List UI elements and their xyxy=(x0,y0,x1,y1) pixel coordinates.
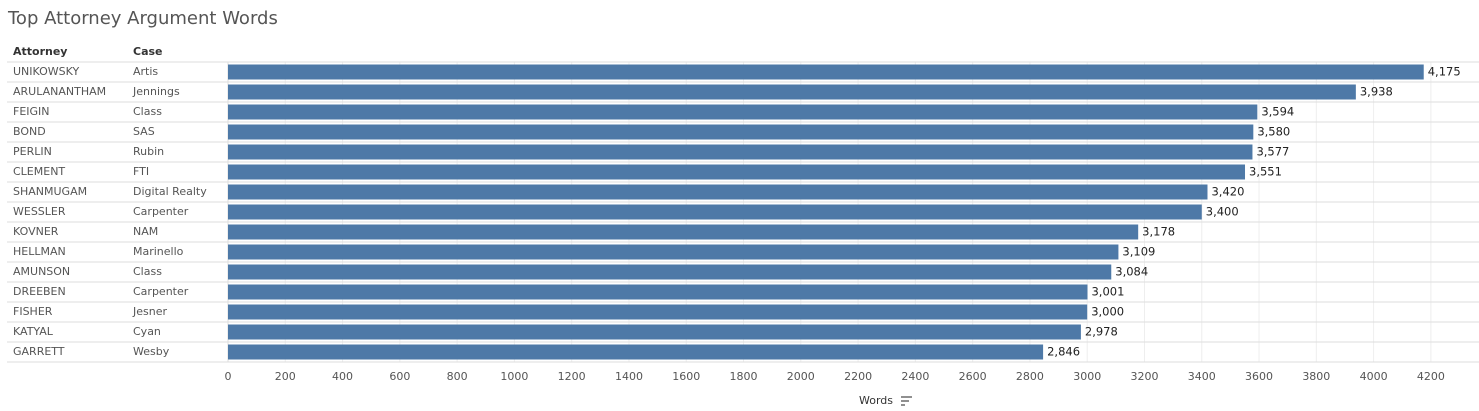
value-label: 3,577 xyxy=(1256,145,1289,159)
row-label: SHANMUGAM xyxy=(13,185,87,198)
value-label: 3,420 xyxy=(1211,185,1244,199)
x-tick-label: 4000 xyxy=(1360,370,1388,383)
row-label: Class xyxy=(133,265,162,278)
x-tick-label: 3600 xyxy=(1245,370,1273,383)
bar xyxy=(228,204,1202,220)
x-tick-label: 1000 xyxy=(500,370,528,383)
row-label: Wesby xyxy=(133,345,170,358)
x-tick-label: 2800 xyxy=(1016,370,1044,383)
row-label: Artis xyxy=(133,65,158,78)
bar xyxy=(228,344,1044,360)
value-label: 2,978 xyxy=(1085,325,1118,339)
value-label: 3,001 xyxy=(1091,285,1124,299)
x-tick-label: 0 xyxy=(225,370,232,383)
value-label: 3,551 xyxy=(1249,165,1282,179)
row-label: Digital Realty xyxy=(133,185,207,198)
row-label: FEIGIN xyxy=(13,105,50,118)
row-label: KATYAL xyxy=(13,325,54,338)
x-tick-label: 3800 xyxy=(1302,370,1330,383)
x-tick-label: 400 xyxy=(332,370,353,383)
value-label: 3,594 xyxy=(1261,105,1294,119)
x-tick-label: 2400 xyxy=(901,370,929,383)
row-label: CLEMENT xyxy=(13,165,65,178)
bar xyxy=(228,184,1208,200)
x-tick-label: 3200 xyxy=(1130,370,1158,383)
row-label: Cyan xyxy=(133,325,161,338)
value-label: 3,000 xyxy=(1091,305,1124,319)
value-label: 2,846 xyxy=(1047,345,1080,359)
bar xyxy=(228,224,1139,240)
x-tick-label: 4200 xyxy=(1417,370,1445,383)
value-label: 3,938 xyxy=(1360,85,1393,99)
x-tick-label: 800 xyxy=(447,370,468,383)
x-tick-label: 3400 xyxy=(1188,370,1216,383)
bar xyxy=(228,64,1424,80)
sort-icon[interactable] xyxy=(901,396,912,406)
bar xyxy=(228,84,1356,100)
x-tick-label: 200 xyxy=(275,370,296,383)
row-label: Class xyxy=(133,105,162,118)
row-label: Marinello xyxy=(133,245,184,258)
value-label: 3,400 xyxy=(1206,205,1239,219)
row-label: GARRETT xyxy=(13,345,65,358)
bar xyxy=(228,244,1119,260)
x-tick-label: 2600 xyxy=(959,370,987,383)
x-axis-label: Words xyxy=(859,394,893,407)
x-tick-label: 2000 xyxy=(787,370,815,383)
bar xyxy=(228,144,1253,160)
row-label: ARULANANTHAM xyxy=(13,85,106,98)
row-label: NAM xyxy=(133,225,158,238)
row-label: Jennings xyxy=(132,85,180,98)
bar xyxy=(228,304,1088,320)
x-tick-label: 600 xyxy=(389,370,410,383)
row-label: BOND xyxy=(13,125,46,138)
row-label: UNIKOWSKY xyxy=(13,65,79,78)
bar xyxy=(228,284,1088,300)
x-tick-label: 1400 xyxy=(615,370,643,383)
value-label: 3,580 xyxy=(1257,125,1290,139)
row-label: AMUNSON xyxy=(13,265,70,278)
row-label: DREEBEN xyxy=(13,285,66,298)
row-label: Rubin xyxy=(133,145,164,158)
row-label: Carpenter xyxy=(133,205,189,218)
row-label: Carpenter xyxy=(133,285,189,298)
x-tick-label: 1200 xyxy=(558,370,586,383)
x-tick-label: 3000 xyxy=(1073,370,1101,383)
row-label: KOVNER xyxy=(13,225,59,238)
row-label: FTI xyxy=(133,165,149,178)
bar xyxy=(228,164,1246,180)
row-label: Jesner xyxy=(132,305,167,318)
chart-title: Top Attorney Argument Words xyxy=(7,8,278,29)
bar xyxy=(228,104,1258,120)
row-label: WESSLER xyxy=(13,205,66,218)
value-label: 3,084 xyxy=(1115,265,1148,279)
value-label: 3,178 xyxy=(1142,225,1175,239)
row-label: PERLIN xyxy=(13,145,52,158)
x-tick-label: 1800 xyxy=(730,370,758,383)
x-tick-label: 1600 xyxy=(672,370,700,383)
row-label: FISHER xyxy=(13,305,53,318)
value-label: 4,175 xyxy=(1428,65,1461,79)
bar xyxy=(228,124,1254,140)
bar xyxy=(228,264,1112,280)
value-label: 3,109 xyxy=(1122,245,1155,259)
row-header: Case xyxy=(133,45,163,58)
row-label: HELLMAN xyxy=(13,245,66,258)
row-label: SAS xyxy=(133,125,155,138)
row-header: Attorney xyxy=(13,45,67,58)
bar xyxy=(228,324,1081,340)
x-tick-label: 2200 xyxy=(844,370,872,383)
